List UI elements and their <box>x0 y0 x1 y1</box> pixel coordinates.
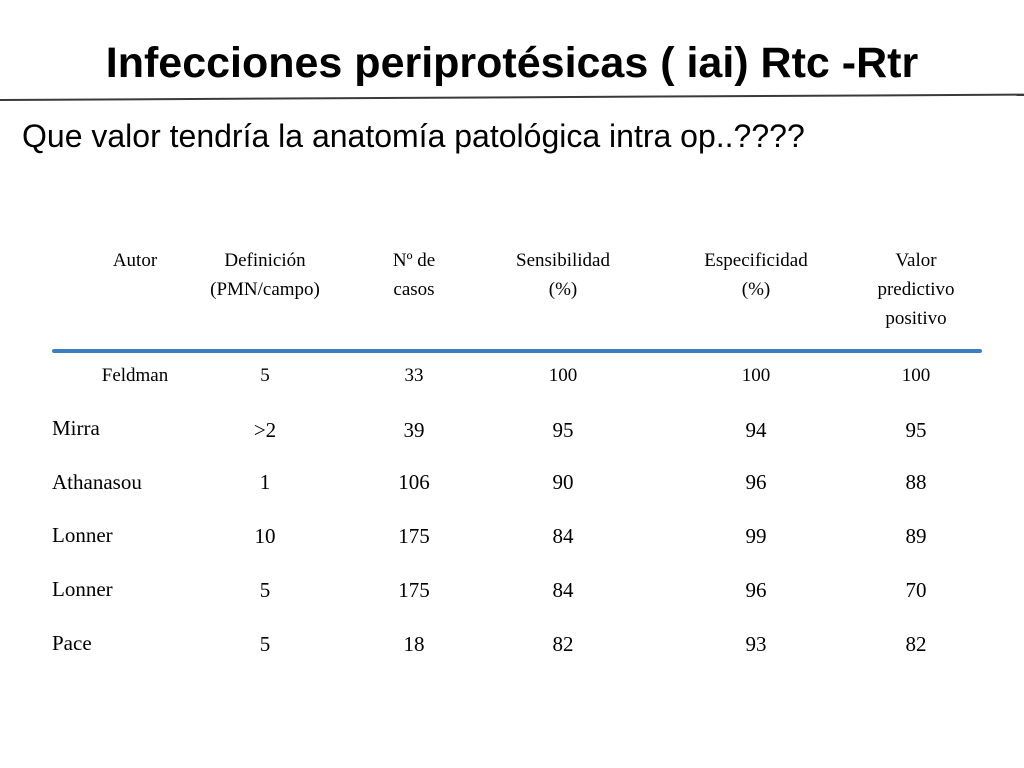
table-cell: Mirra <box>52 416 100 440</box>
table-cell: 5 <box>259 578 271 602</box>
table-cell: Feldman <box>101 365 169 386</box>
table-cell: 89 <box>905 524 927 548</box>
slide-title: Infecciones periprotésicas ( iai) Rtc -R… <box>105 39 919 87</box>
header-definicion: Definición (PMN/campo) <box>210 250 320 300</box>
table-cell: 106 <box>398 470 430 494</box>
table-cell: 175 <box>398 524 430 548</box>
table-cell: 84 <box>552 524 574 548</box>
header-n-casos: Nº de casos <box>392 250 436 300</box>
table-cell: 1 <box>259 470 271 494</box>
table-cell: 82 <box>905 632 927 656</box>
table-cell: 5 <box>260 365 270 386</box>
header-autor: Autor <box>112 250 158 271</box>
header-sensibilidad: Sensibilidad (%) <box>516 250 610 300</box>
header-divider <box>52 349 982 353</box>
table-cell: 5 <box>259 632 271 656</box>
table-cell: 175 <box>398 578 430 602</box>
table-cell: 100 <box>548 365 578 386</box>
table-cell: 33 <box>404 365 424 386</box>
table-cell: 96 <box>745 470 767 494</box>
table-cell: 84 <box>552 578 574 602</box>
header-vpp: Valor predictivo positivo <box>877 250 955 329</box>
table-cell: 96 <box>745 578 767 602</box>
table-cell: 10 <box>254 524 276 548</box>
table-cell: >2 <box>253 418 277 442</box>
table-cell: 18 <box>403 632 425 656</box>
table-cell: 95 <box>552 418 574 442</box>
table-cell: 100 <box>901 365 931 386</box>
table-cell: Pace <box>52 631 92 655</box>
table-cell: 94 <box>745 418 767 442</box>
header-especificidad: Especificidad (%) <box>704 250 808 300</box>
table-cell: 88 <box>905 470 927 494</box>
slide-subtitle: Que valor tendría la anatomía patológica… <box>22 118 805 154</box>
table-cell: 90 <box>552 470 574 494</box>
table-cell: 93 <box>745 632 767 656</box>
table-cell: 95 <box>905 418 927 442</box>
table-cell: 70 <box>905 578 927 602</box>
table-cell: 82 <box>552 632 574 656</box>
table-cell: 100 <box>741 365 771 386</box>
table-cell: Athanasou <box>52 470 142 494</box>
table-cell: 99 <box>745 524 767 548</box>
table-cell: 39 <box>403 418 425 442</box>
table-cell: Lonner <box>52 523 113 547</box>
table-cell: Lonner <box>52 577 113 601</box>
